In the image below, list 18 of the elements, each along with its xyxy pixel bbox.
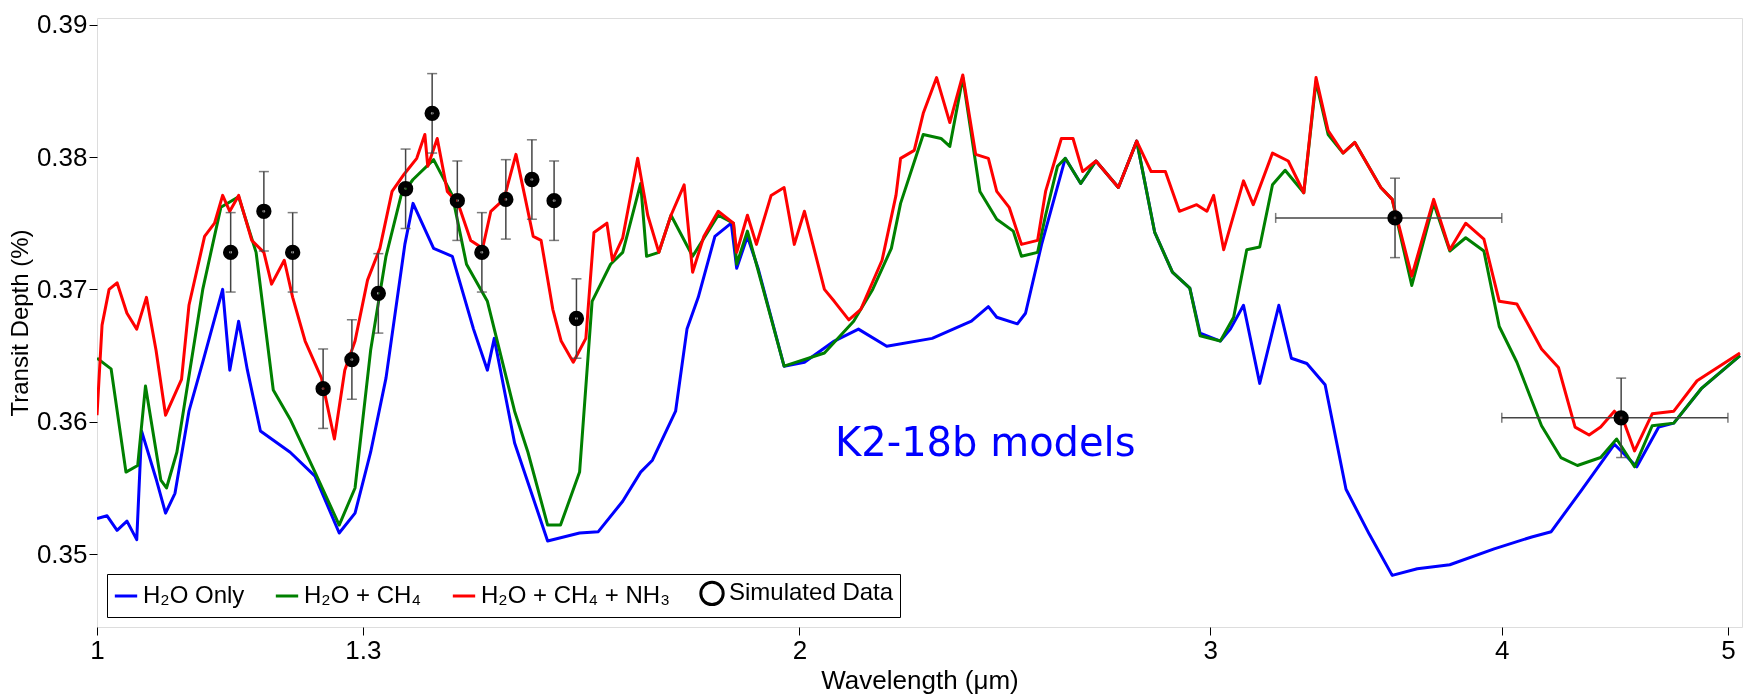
annotation: K2-18b models [835, 419, 1136, 466]
legend-label: H₂O Only [143, 581, 245, 608]
y-tick-label: 0.37 [36, 273, 88, 304]
y-tick-label: 0.35 [36, 538, 88, 569]
x-axis-title: Wavelength (μm) [821, 664, 1019, 695]
x-tick-label: 2 [792, 634, 808, 665]
legend-label: H₂O + CH₄ + NH₃ [481, 581, 670, 608]
legend-label: H₂O + CH₄ [304, 581, 422, 608]
x-tick-label: 3 [1203, 634, 1218, 665]
x-tick-label: 1 [90, 634, 105, 665]
y-tick-label: 0.39 [36, 9, 88, 40]
y-tick-label: 0.36 [36, 406, 88, 437]
x-tick-label: 1.3 [345, 634, 382, 665]
y-tick-label: 0.38 [36, 141, 88, 172]
y-axis-title: Transit Depth (%) [5, 229, 33, 417]
x-tick-label: 4 [1495, 634, 1510, 665]
legend-label: Simulated Data [729, 578, 894, 606]
x-tick-label: 5 [1721, 634, 1736, 665]
